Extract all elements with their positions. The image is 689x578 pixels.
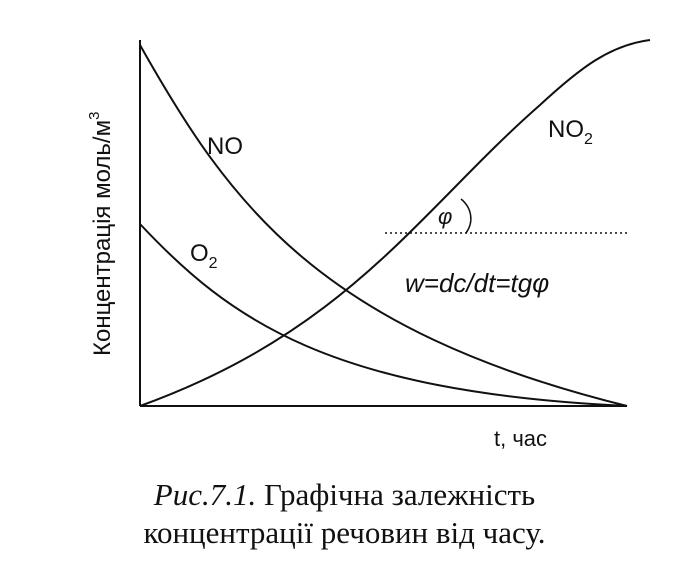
rate-formula: w=dc/dt=tgφ bbox=[405, 268, 549, 298]
series-label-o2: O2 bbox=[190, 240, 218, 272]
series-line-o2 bbox=[139, 223, 628, 407]
caption-line-2: концентрації речовин від часу. bbox=[143, 515, 546, 550]
series-line-no bbox=[139, 44, 628, 407]
series-label-no: NO bbox=[207, 133, 243, 160]
figure-caption: Рис.7.1. Графічна залежність концентраці… bbox=[0, 476, 689, 552]
x-axis-label: t, час bbox=[494, 426, 547, 451]
figure-label: Рис.7.1. bbox=[153, 477, 257, 512]
series-label-no2: NO2 bbox=[548, 116, 593, 148]
series-line-no2 bbox=[139, 39, 651, 407]
angle-symbol: φ bbox=[438, 204, 452, 229]
angle-arc bbox=[460, 198, 472, 234]
caption-line-1: Рис.7.1. Графічна залежність bbox=[0, 476, 689, 514]
chart: φ NO O2 NO2 w=dc/dt=tgφ Концентрація мол… bbox=[86, 39, 651, 451]
y-axis-label: Концентрація моль/м3 bbox=[86, 112, 116, 356]
caption-title: Графічна залежність bbox=[256, 477, 536, 512]
